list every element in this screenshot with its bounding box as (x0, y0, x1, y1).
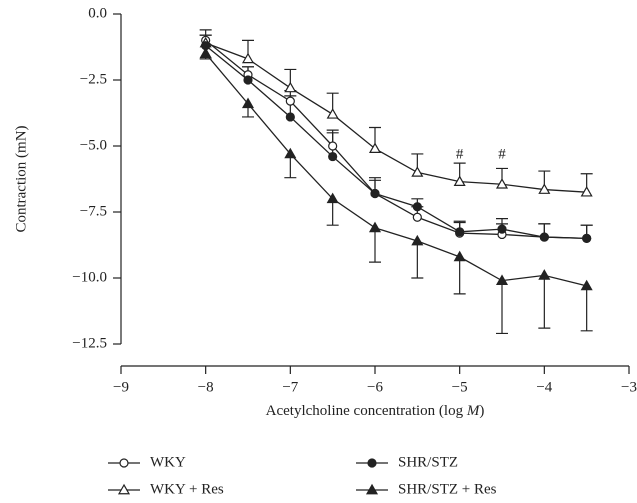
x-tick-label: −4 (536, 379, 552, 395)
error-bar (538, 275, 551, 329)
legend-label: SHR/STZ + Res (398, 481, 497, 497)
data-point (241, 97, 255, 109)
data-point (241, 52, 255, 64)
error-bar (580, 285, 593, 332)
error-bar (369, 227, 381, 263)
y-tick-label: −7.5 (80, 203, 107, 219)
annotation: # (498, 147, 506, 163)
data-point (539, 232, 549, 242)
series-line (205, 42, 587, 193)
x-axis-label: Acetylcholine concentration (log M) (266, 403, 485, 419)
x-tick-label: −7 (282, 379, 298, 395)
annotation: # (456, 147, 464, 163)
y-tick-label: −5.0 (80, 137, 107, 153)
y-tick-label: −2.5 (80, 71, 107, 87)
y-tick-label: 0.0 (88, 5, 107, 21)
y-tick-label: −12.5 (72, 335, 107, 351)
data-point (328, 141, 338, 151)
data-point (368, 142, 382, 153)
data-point (326, 108, 339, 119)
x-axis-label-part: M (466, 403, 481, 419)
legend-marker (367, 458, 377, 468)
legend-label: WKY (150, 454, 186, 470)
data-point (497, 224, 507, 234)
legend-marker (119, 458, 129, 468)
data-point (328, 151, 338, 162)
legend-marker (117, 483, 131, 495)
series-line (205, 39, 587, 240)
x-tick-label: −6 (367, 379, 383, 395)
error-bar (326, 198, 339, 226)
y-axis-label: Contraction (mN) (13, 125, 29, 232)
data-point (453, 175, 466, 186)
legend-label: SHR/STZ (398, 454, 458, 470)
data-point (580, 185, 593, 197)
data-point (326, 192, 339, 204)
legend-label: WKY + Res (150, 481, 224, 497)
y-tick-label: −10.0 (72, 269, 107, 285)
series-line (205, 53, 587, 287)
data-point (455, 227, 465, 237)
error-bar (496, 280, 508, 335)
data-point (538, 183, 551, 194)
data-point (411, 234, 424, 246)
data-point (582, 233, 592, 243)
data-point (495, 274, 509, 285)
series-line (205, 45, 587, 240)
legend-marker (365, 483, 379, 495)
data-point (285, 112, 295, 122)
data-point (580, 279, 593, 291)
data-point (285, 96, 295, 106)
x-axis-label-part: ) (479, 403, 484, 419)
error-bar (453, 256, 466, 295)
data-point (411, 166, 424, 177)
data-point (412, 202, 422, 212)
x-axis-label-part: Acetylcholine concentration (log (266, 403, 467, 419)
data-point (370, 188, 380, 199)
x-tick-label: −8 (198, 379, 214, 395)
x-tick-label: −9 (113, 379, 129, 395)
data-point (199, 47, 212, 58)
data-point (284, 147, 297, 159)
data-point (368, 221, 382, 233)
data-point (243, 75, 253, 85)
data-point (453, 250, 466, 262)
x-tick-label: −3 (621, 379, 637, 395)
data-point (412, 212, 422, 222)
x-tick-label: −5 (452, 379, 468, 395)
error-bar (411, 241, 424, 279)
data-point (538, 269, 551, 280)
data-point (284, 81, 297, 93)
data-point (495, 178, 509, 189)
